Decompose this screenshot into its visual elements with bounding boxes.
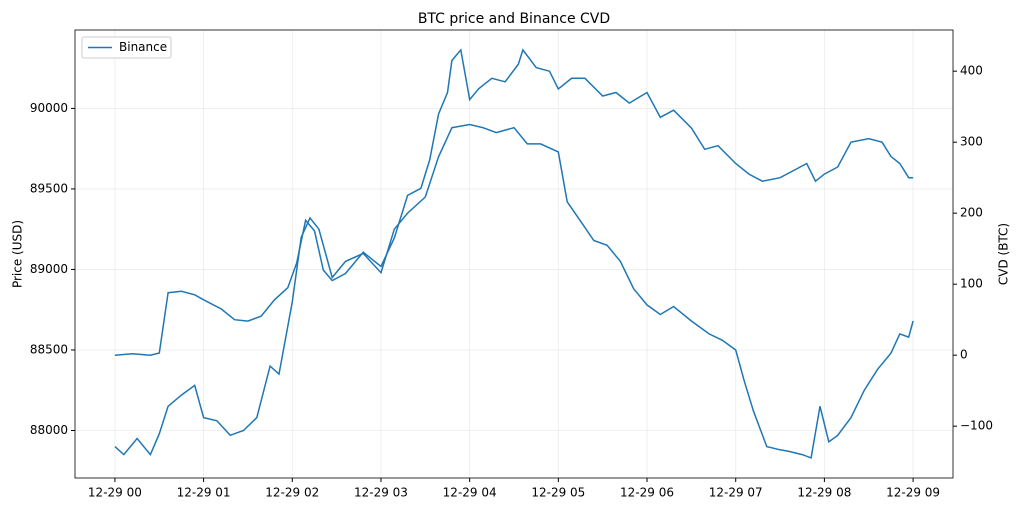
x-tick-label: 12-29 04	[443, 486, 497, 500]
y2-tick-label: 400	[960, 64, 983, 78]
y-tick-label: 88000	[30, 423, 68, 437]
x-tick-label: 12-29 09	[886, 486, 940, 500]
legend-label: Binance	[119, 40, 167, 54]
y-tick-label: 90000	[30, 101, 68, 115]
y-axis-label: Price (USD)	[11, 220, 25, 288]
chart-title: BTC price and Binance CVD	[418, 11, 610, 27]
x-tick-label: 12-29 02	[265, 486, 319, 500]
plot-frame	[74, 29, 954, 479]
y2-axis-label: CVD (BTC)	[997, 223, 1011, 285]
y2-tick-label: 200	[960, 206, 983, 220]
y-tick-label: 89000	[30, 262, 68, 276]
price-line	[114, 123, 914, 459]
x-tick-label: 12-29 01	[177, 486, 231, 500]
x-tick-label: 12-29 03	[354, 486, 408, 500]
y-tick-label: 89500	[30, 181, 68, 195]
x-tick-label: 12-29 06	[620, 486, 674, 500]
y2-tick-label: 300	[960, 135, 983, 149]
x-tick-label: 12-29 07	[709, 486, 763, 500]
price-line	[114, 48, 914, 356]
x-tick-label: 12-29 08	[797, 486, 851, 500]
y2-tick-label: −100	[960, 419, 993, 433]
y2-tick-label: 0	[960, 348, 968, 362]
y-tick-label: 88500	[30, 342, 68, 356]
x-tick-label: 12-29 00	[88, 486, 142, 500]
y2-tick-label: 100	[960, 277, 983, 291]
legend-box	[81, 36, 172, 59]
x-tick-label: 12-29 05	[531, 486, 585, 500]
